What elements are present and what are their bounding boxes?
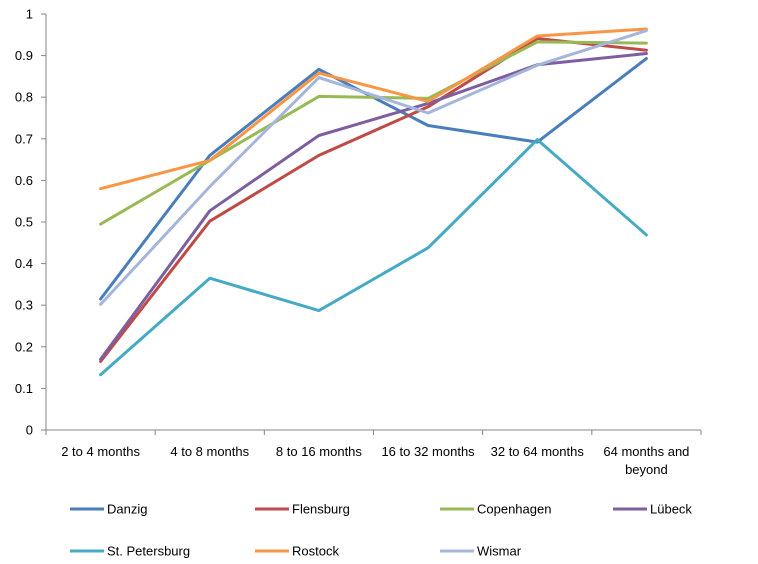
- legend-label: Flensburg: [292, 502, 350, 517]
- legend-item: Flensburg: [255, 502, 350, 517]
- series-line-copenhagen: [101, 42, 647, 224]
- y-tick-label: 0.7: [15, 131, 33, 146]
- x-tick-label: 2 to 4 months: [61, 444, 140, 459]
- y-tick-label: 0.5: [15, 215, 33, 230]
- x-axis-ticks: 2 to 4 months 4 to 8 months 8 to 16 months…: [46, 430, 701, 477]
- legend-label: Rostock: [292, 544, 339, 559]
- legend-label: Lübeck: [650, 502, 692, 517]
- legend-label: Copenhagen: [477, 502, 551, 517]
- legend-label: Danzig: [107, 502, 147, 517]
- legend-label: Wismar: [477, 544, 522, 559]
- legend-label: St. Petersburg: [107, 544, 190, 559]
- y-tick-label: 0.9: [15, 48, 33, 63]
- x-tick-label: 64 months and beyond: [603, 444, 689, 477]
- legend: Danzig Flensburg Copenhagen Lübeck St. Peter…: [70, 502, 692, 559]
- y-tick-label: 0: [26, 423, 33, 438]
- legend-item: Danzig: [70, 502, 147, 517]
- legend-item: Lübeck: [613, 502, 692, 517]
- x-tick-label: 16 to 32 months: [381, 444, 475, 459]
- axes: [46, 14, 701, 430]
- series-lines: [101, 29, 647, 375]
- y-tick-label: 0.2: [15, 339, 33, 354]
- x-tick-label: 8 to 16 months: [276, 444, 362, 459]
- legend-item: Wismar: [440, 544, 522, 559]
- y-tick-label: 0.3: [15, 298, 33, 313]
- series-line-l-beck: [101, 54, 647, 360]
- legend-item: Copenhagen: [440, 502, 551, 517]
- legend-item: St. Petersburg: [70, 544, 190, 559]
- y-tick-label: 0.8: [15, 90, 33, 105]
- y-tick-label: 0.1: [15, 381, 33, 396]
- y-tick-label: 0.6: [15, 173, 33, 188]
- y-axis-ticks: 0 0.1 0.2 0.3 0.4 0.5 0.6 0.7 0.8 0.9 1: [15, 7, 46, 438]
- x-tick-label: 32 to 64 months: [491, 444, 585, 459]
- y-tick-label: 1: [26, 7, 33, 22]
- x-tick-label: 4 to 8 months: [170, 444, 249, 459]
- y-tick-label: 0.4: [15, 256, 33, 271]
- legend-item: Rostock: [255, 544, 339, 559]
